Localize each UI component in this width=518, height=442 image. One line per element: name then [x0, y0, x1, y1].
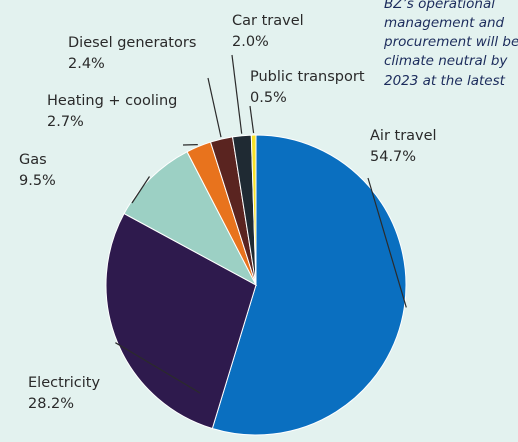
label-public-transport-name: Public transport	[250, 69, 365, 85]
label-electricity-value: 28.2%	[28, 396, 74, 412]
label-heating-cooling-value: 2.7%	[47, 114, 84, 130]
annotation-line-5: 2023 at the latest	[384, 73, 506, 89]
annotation-line-4: climate neutral by	[384, 53, 508, 69]
pie-slice-electricity	[105, 212, 257, 430]
annotation-line-3: procurement will be	[383, 34, 518, 50]
label-gas-value: 9.5%	[19, 173, 56, 189]
label-diesel-generators-name: Diesel generators	[68, 35, 196, 51]
label-air-travel-name: Air travel	[370, 128, 437, 144]
label-air-travel-value: 54.7%	[370, 149, 416, 165]
label-diesel-generators-value: 2.4%	[68, 56, 105, 72]
label-electricity-name: Electricity	[28, 375, 100, 391]
label-public-transport-value: 0.5%	[250, 90, 287, 106]
annotation-line-1: BZ’s operational	[384, 0, 495, 12]
leader-line-1	[367, 177, 407, 308]
leader-line-2	[115, 342, 201, 394]
leader-line-3	[131, 176, 151, 204]
label-car-travel-name: Car travel	[232, 13, 304, 29]
pie-slices	[105, 134, 407, 436]
pie-slice-gas	[123, 151, 258, 287]
leader-line-7	[249, 105, 255, 134]
label-car-travel-value: 2.0%	[232, 34, 269, 50]
leader-line-5	[207, 77, 222, 138]
annotation-line-2: management and	[384, 15, 505, 31]
label-heating-cooling-name: Heating + cooling	[47, 93, 177, 109]
pie-slice-air-travel	[211, 134, 407, 436]
leader-lines	[115, 54, 407, 394]
label-gas-name: Gas	[19, 152, 47, 168]
pie-slice-public-transport	[250, 134, 257, 286]
leader-line-6	[231, 54, 243, 134]
